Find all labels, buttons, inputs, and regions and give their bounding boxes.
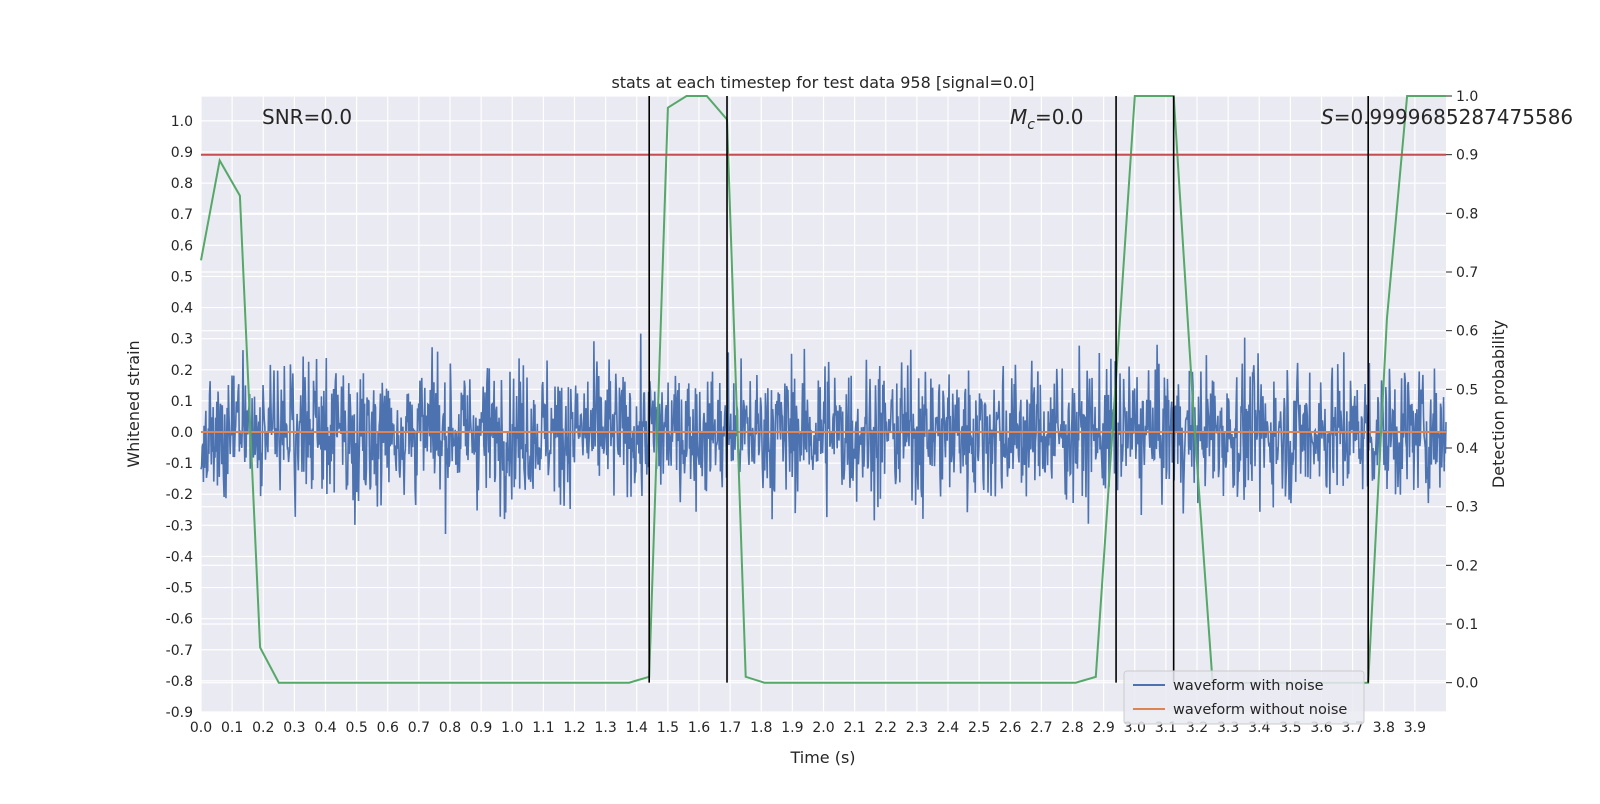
legend: waveform with noise waveform without noi… [1123,670,1365,725]
x-tick-label: 1.2 [563,720,585,736]
legend-label-noise: waveform with noise [1173,678,1324,694]
mc-value: =0.0 [1035,105,1084,129]
x-tick-label: 2.4 [937,720,959,736]
y2-tick-label: 1.0 [1456,89,1478,105]
y-tick-label: -0.7 [166,643,193,659]
x-tick-label: 2.6 [999,720,1021,736]
x-tick-label: 2.1 [843,720,865,736]
y-tick-label: -0.3 [166,518,193,534]
snr-annotation: SNR=0.0 [262,105,352,129]
x-tick-label: 1.6 [688,720,710,736]
y2-tick-label: 0.2 [1456,558,1478,574]
x-tick-label: 2.3 [906,720,928,736]
y-tick-label: -0.6 [166,612,193,628]
grid-lines [200,95,1446,713]
x-tick-label: 0.3 [283,720,305,736]
x-tick-label: 0.6 [377,720,399,736]
x-tick-label: 0.0 [190,720,212,736]
y-tick-label: 0.6 [171,238,193,254]
x-tick-label: 2.5 [968,720,990,736]
x-tick-label: 2.0 [812,720,834,736]
x-tick-label: 2.7 [1030,720,1052,736]
y-tick-label: 0.4 [171,301,193,317]
y-tick-label: -0.2 [166,487,193,503]
x-tick-label: 1.9 [781,720,803,736]
x-tick-label: 2.8 [1061,720,1083,736]
x-axis-label: Time (s) [789,748,855,767]
y2-axis-label: Detection probability [1489,320,1508,488]
x-tick-label: 0.5 [345,720,367,736]
legend-box [1123,670,1365,725]
s-symbol: S [1321,105,1334,129]
y-axis-label: Whitened strain [124,340,143,467]
series-waveform-with-noise [200,333,1447,534]
x-tick-label: 1.5 [657,720,679,736]
x-tick-label: 2.2 [875,720,897,736]
noise-series [200,333,1447,534]
y-tick-label: 0.3 [171,332,193,348]
x-tick-label: 0.2 [252,720,274,736]
x-tick-label: 1.8 [750,720,772,736]
y-tick-label: 0.8 [171,176,193,192]
s-value: =0.9999685287475586 [1334,105,1573,129]
x-tick-label: 3.9 [1404,720,1426,736]
y-tick-label: -0.5 [166,581,193,597]
y2-tick-label: 0.9 [1456,148,1478,164]
x-tick-label: 0.8 [439,720,461,736]
y-tick-label: 0.0 [171,425,193,441]
mc-annotation: Mc=0.0 [1010,105,1084,133]
s-annotation: S=0.9999685287475586 [1321,105,1573,129]
legend-label-clean: waveform without noise [1173,702,1347,718]
y-tick-label: 0.9 [171,145,193,161]
x-tick-label: 0.7 [408,720,430,736]
y-tick-label: 0.5 [171,269,193,285]
y-tick-label: 0.2 [171,363,193,379]
y2-tick-label: 0.8 [1456,206,1478,222]
y-tick-label: 1.0 [171,114,193,130]
y-tick-label: -0.9 [166,705,193,721]
x-tick-label: 1.1 [532,720,554,736]
x-tick-label: 0.1 [221,720,243,736]
y-tick-label: 0.1 [171,394,193,410]
chart-title: stats at each timestep for test data 958… [611,73,1034,92]
y2-tick-label: 0.7 [1456,265,1478,281]
mc-subscript: c [1027,117,1035,133]
y-tick-label: -0.1 [166,456,193,472]
tick-labels: 0.0 0.1 0.2 0.3 0.4 0.5 0.6 0.7 0.8 0.9 1.0 1.1 1.2 1… [166,89,1479,736]
vertical-markers [648,96,1369,683]
x-tick-label: 2.9 [1092,720,1114,736]
x-tick-label: 1.4 [626,720,648,736]
x-tick-label: 1.0 [501,720,523,736]
y2-tick-label: 0.4 [1456,441,1478,457]
y2-tick-label: 0.6 [1456,324,1478,340]
x-tick-label: 1.3 [594,720,616,736]
y-tick-label: 0.7 [171,207,193,223]
mc-symbol: M [1010,105,1027,129]
y2-tick-label: 0.5 [1456,382,1478,398]
y2-tick-label: 0.0 [1456,676,1478,692]
x-tick-label: 0.9 [470,720,492,736]
y-tick-label: -0.8 [166,674,193,690]
x-tick-label: 3.8 [1373,720,1395,736]
y2-tick-label: 0.3 [1456,500,1478,516]
y2-tick-label: 0.1 [1456,617,1478,633]
x-tick-label: 0.4 [314,720,336,736]
x-tick-label: 1.7 [719,720,741,736]
y-tick-label: -0.4 [166,549,193,565]
